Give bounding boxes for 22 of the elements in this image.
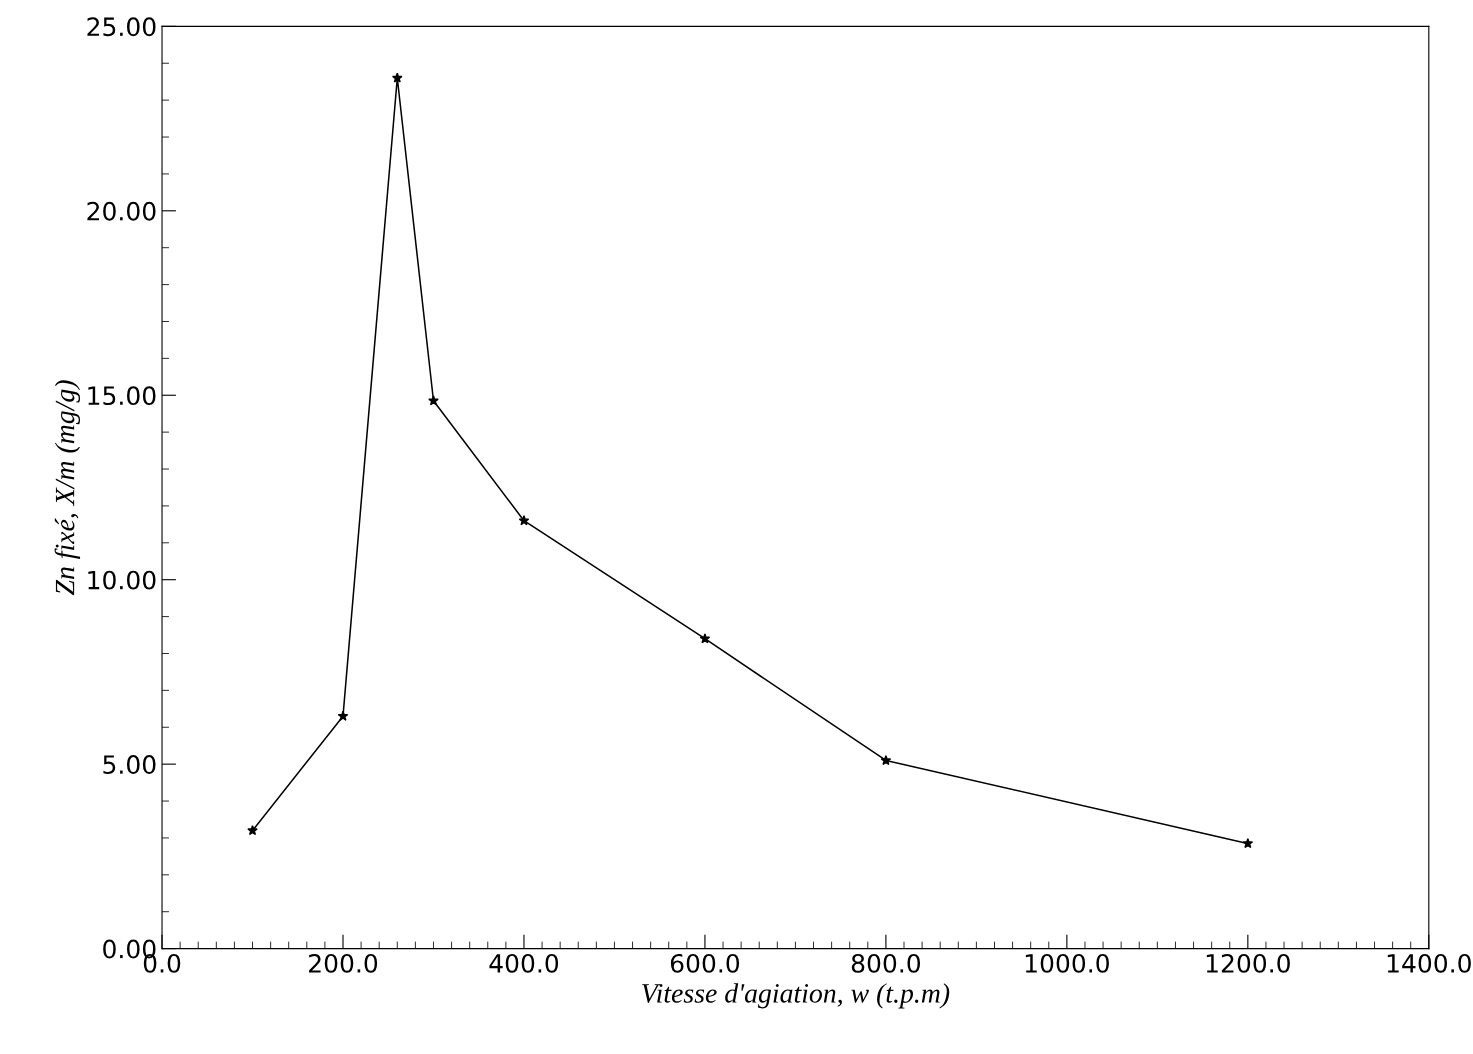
x-tick-label: 800.0 — [851, 953, 921, 973]
point — [428, 395, 439, 406]
point — [699, 633, 711, 644]
x-tick-label: 600.0 — [670, 953, 740, 973]
x-tick-label: 1400.0 — [1387, 953, 1471, 973]
y-tick-label: 5.00 — [103, 755, 156, 774]
y-axis-title: Zn fixé, X/m (mg/g) — [54, 380, 81, 596]
x-tick-label: 1000.0 — [1025, 953, 1109, 973]
x-tick-label: 400.0 — [489, 953, 559, 973]
point — [337, 710, 349, 721]
x-tick-label: 200.0 — [309, 953, 378, 973]
point — [391, 72, 403, 83]
y-tick-label: 10.00 — [88, 570, 156, 590]
point — [518, 515, 530, 526]
point — [247, 824, 258, 836]
y-tick-label: 25.00 — [87, 17, 156, 37]
point — [880, 754, 892, 766]
x-axis-title: Vitesse d'agiation, w (t.p.m) — [642, 983, 950, 1009]
x-tick-label: 1200.0 — [1206, 953, 1290, 973]
y-tick-label: 20.00 — [87, 201, 156, 221]
point — [1242, 837, 1254, 849]
y-tick-label: 15.00 — [88, 386, 156, 406]
